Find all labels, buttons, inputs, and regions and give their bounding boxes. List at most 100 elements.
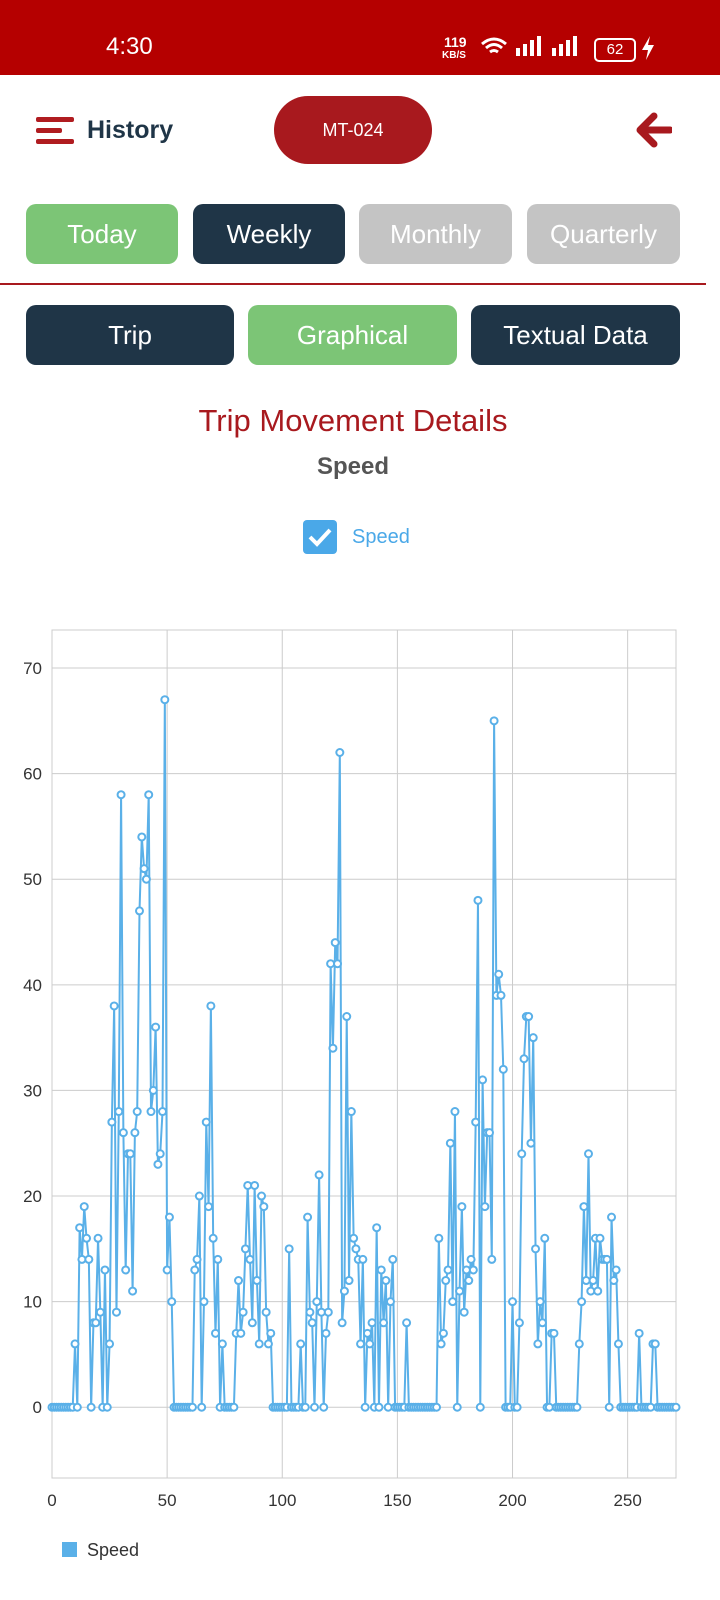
- data-point: [314, 1170, 324, 1180]
- data-point: [457, 1202, 467, 1212]
- y-tick-label: 0: [33, 1398, 42, 1417]
- data-point: [245, 1254, 255, 1264]
- data-point: [128, 1286, 138, 1296]
- data-point: [118, 1128, 128, 1138]
- data-point: [537, 1318, 547, 1328]
- data-point: [535, 1297, 545, 1307]
- chart-title: Trip Movement Details: [198, 403, 508, 438]
- x-tick-label: 150: [383, 1491, 411, 1510]
- data-point: [478, 1075, 488, 1085]
- data-point: [508, 1297, 518, 1307]
- data-point: [208, 1233, 218, 1243]
- data-point: [351, 1244, 361, 1254]
- data-point: [309, 1402, 319, 1412]
- status-bar: 4:30 119 KB/S 62: [0, 0, 720, 75]
- data-point: [93, 1233, 103, 1243]
- legend-toggle-label[interactable]: Speed: [352, 526, 410, 548]
- data-point: [102, 1402, 112, 1412]
- data-point: [240, 1244, 250, 1254]
- tab-monthly[interactable]: Monthly: [359, 204, 512, 264]
- data-point: [229, 1402, 239, 1412]
- data-point: [105, 1339, 115, 1349]
- y-tick-label: 20: [23, 1187, 42, 1206]
- data-point: [296, 1339, 306, 1349]
- data-point: [496, 990, 506, 1000]
- data-point: [194, 1191, 204, 1201]
- data-point: [671, 1402, 681, 1412]
- data-point: [330, 938, 340, 948]
- data-point: [459, 1307, 469, 1317]
- data-point: [155, 1149, 165, 1159]
- data-point: [604, 1402, 614, 1412]
- data-point: [650, 1339, 660, 1349]
- data-point: [494, 969, 504, 979]
- tab-graphical[interactable]: Graphical: [248, 305, 457, 365]
- data-point: [84, 1254, 94, 1264]
- data-point: [323, 1307, 333, 1317]
- data-point: [468, 1265, 478, 1275]
- x-tick-label: 50: [158, 1491, 177, 1510]
- tab-today[interactable]: Today: [26, 204, 178, 264]
- data-point: [526, 1138, 536, 1148]
- tab-weekly[interactable]: Weekly: [193, 204, 345, 264]
- data-point: [238, 1307, 248, 1317]
- data-point: [263, 1339, 273, 1349]
- data-point: [524, 1012, 534, 1022]
- x-tick-label: 250: [613, 1491, 641, 1510]
- data-point: [452, 1402, 462, 1412]
- legend-swatch: [62, 1542, 77, 1557]
- data-point: [450, 1107, 460, 1117]
- data-point: [247, 1318, 257, 1328]
- data-point: [151, 1022, 161, 1032]
- data-point: [374, 1402, 384, 1412]
- data-point: [250, 1180, 260, 1190]
- vehicle-pill[interactable]: MT-024: [274, 96, 432, 164]
- menu-icon[interactable]: [36, 117, 74, 145]
- data-point: [528, 1033, 538, 1043]
- data-point: [95, 1307, 105, 1317]
- data-point: [342, 1012, 352, 1022]
- data-point: [148, 1085, 158, 1095]
- data-point: [261, 1307, 271, 1317]
- data-point: [187, 1402, 197, 1412]
- tab-quarterly[interactable]: Quarterly: [527, 204, 680, 264]
- net-speed: 119: [444, 34, 467, 50]
- data-point: [158, 1107, 168, 1117]
- y-tick-label: 50: [23, 870, 42, 889]
- data-point: [514, 1318, 524, 1328]
- data-point: [305, 1307, 315, 1317]
- data-point: [473, 895, 483, 905]
- data-point: [519, 1054, 529, 1064]
- data-point: [464, 1276, 474, 1286]
- legend-checkbox[interactable]: [303, 520, 337, 554]
- data-point: [217, 1339, 227, 1349]
- data-point: [358, 1254, 368, 1264]
- data-point: [367, 1318, 377, 1328]
- data-point: [344, 1276, 354, 1286]
- charging-icon: [642, 36, 654, 60]
- data-point: [584, 1149, 594, 1159]
- data-point: [475, 1402, 485, 1412]
- data-point: [72, 1402, 82, 1412]
- y-tick-label: 40: [23, 976, 42, 995]
- data-point: [125, 1149, 135, 1159]
- y-tick-label: 70: [23, 659, 42, 678]
- tab-trip[interactable]: Trip: [26, 305, 234, 365]
- back-button[interactable]: [636, 112, 672, 148]
- data-point: [634, 1328, 644, 1338]
- x-tick-label: 100: [268, 1491, 296, 1510]
- data-point: [192, 1254, 202, 1264]
- data-point: [303, 1212, 313, 1222]
- data-point: [471, 1117, 481, 1127]
- data-point: [328, 1043, 338, 1053]
- data-point: [201, 1117, 211, 1127]
- data-point: [259, 1202, 269, 1212]
- data-point: [438, 1328, 448, 1338]
- data-point: [321, 1328, 331, 1338]
- data-point: [376, 1265, 386, 1275]
- tab-textual[interactable]: Textual Data: [471, 305, 680, 365]
- x-tick-label: 0: [47, 1491, 56, 1510]
- data-point: [607, 1212, 617, 1222]
- data-point: [162, 1265, 172, 1275]
